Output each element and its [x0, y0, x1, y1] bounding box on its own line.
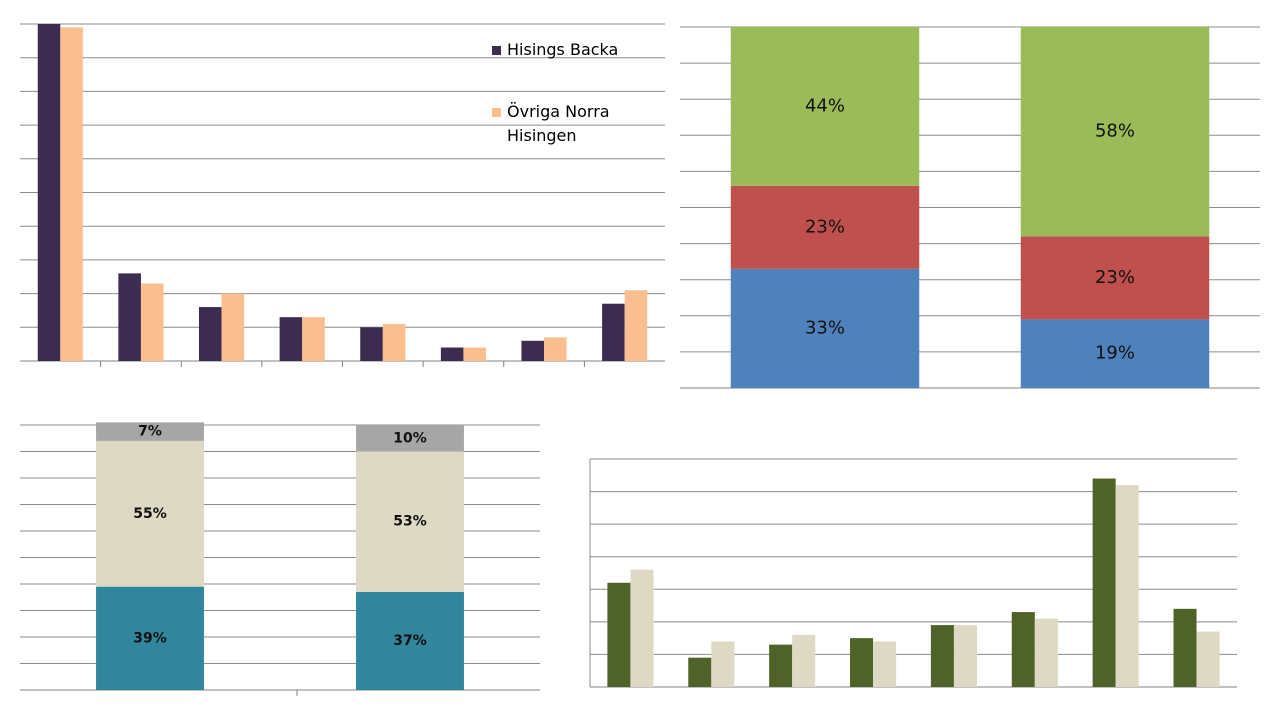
bar: [602, 303, 625, 361]
bar: [221, 293, 245, 361]
legend-item: Övriga Norra Hisingen: [492, 100, 652, 148]
bar: [953, 625, 977, 687]
data-label: 53%: [393, 514, 427, 530]
bar: [873, 641, 897, 687]
data-label: 39%: [133, 630, 167, 646]
bar-segment: [96, 440, 204, 587]
bar-segment: [730, 27, 920, 186]
bar: [1196, 631, 1220, 687]
bar-segment: [730, 185, 920, 269]
bar: [382, 323, 406, 361]
bar: [624, 290, 648, 361]
bar: [1092, 478, 1116, 687]
bar-segment: [356, 451, 464, 592]
bar: [140, 283, 164, 361]
bar: [792, 634, 816, 687]
data-label: 19%: [1095, 343, 1135, 364]
bar: [118, 273, 141, 361]
legend-item: Hisings Backa: [492, 38, 652, 62]
bar-segment: [96, 586, 204, 690]
bar: [463, 347, 487, 361]
legend-swatch: [492, 108, 501, 117]
bar-segment: [1020, 236, 1210, 320]
data-label: 44%: [805, 95, 845, 116]
bar: [850, 638, 874, 687]
bar: [607, 582, 631, 687]
data-label: 7%: [138, 424, 162, 440]
bar: [440, 347, 464, 361]
bar: [688, 657, 712, 687]
data-label: 55%: [133, 506, 167, 522]
bar-segment: [1020, 27, 1210, 237]
bar: [1011, 612, 1035, 687]
data-label: 23%: [805, 216, 845, 237]
bar: [630, 569, 654, 687]
data-label: 10%: [393, 430, 427, 446]
bar: [302, 317, 325, 361]
bar: [37, 24, 61, 361]
bar: [279, 317, 303, 361]
bar: [544, 337, 567, 361]
legend-label: Hisings Backa: [507, 40, 619, 59]
bar: [1115, 485, 1139, 687]
legend-swatch: [492, 46, 501, 55]
bar: [198, 307, 222, 361]
bar: [930, 625, 954, 687]
bar: [360, 327, 383, 361]
bar: [1173, 608, 1197, 687]
bar: [711, 641, 735, 687]
bar-segment: [356, 591, 464, 690]
bar: [60, 27, 83, 362]
bar-segment: [1020, 319, 1210, 388]
data-label: 23%: [1095, 267, 1135, 288]
bar-segment: [356, 425, 464, 452]
data-label: 37%: [393, 633, 427, 649]
bar-segment: [730, 268, 920, 388]
bar: [1034, 618, 1058, 687]
legend-label: Övriga Norra Hisingen: [507, 102, 610, 145]
data-label: 58%: [1095, 121, 1135, 142]
data-label: 33%: [805, 317, 845, 338]
bar: [769, 644, 793, 687]
legend: Hisings Backa Övriga Norra Hisingen: [492, 38, 652, 186]
bar: [521, 340, 545, 361]
bar-segment: [96, 422, 204, 441]
